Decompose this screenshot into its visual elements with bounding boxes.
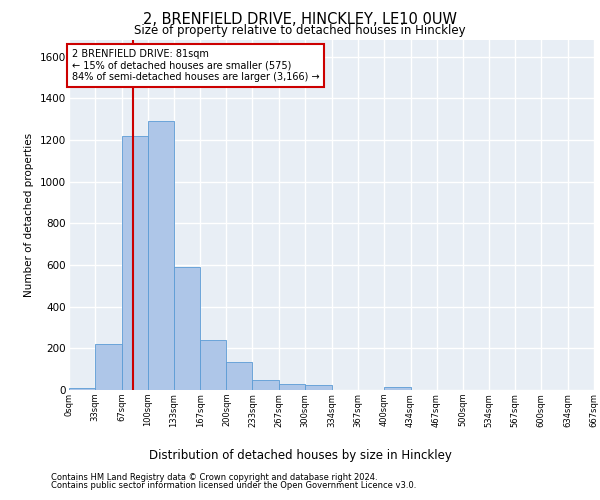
Text: Contains HM Land Registry data © Crown copyright and database right 2024.: Contains HM Land Registry data © Crown c…	[51, 474, 377, 482]
Bar	[173, 267, 200, 390]
Bar	[305, 385, 332, 390]
Bar	[148, 121, 173, 390]
Bar	[122, 136, 148, 390]
Bar	[279, 384, 305, 390]
Text: 2, BRENFIELD DRIVE, HINCKLEY, LE10 0UW: 2, BRENFIELD DRIVE, HINCKLEY, LE10 0UW	[143, 12, 457, 28]
Y-axis label: Number of detached properties: Number of detached properties	[25, 133, 34, 297]
Bar	[69, 388, 95, 390]
Bar	[226, 362, 253, 390]
Bar	[95, 344, 122, 390]
Text: Distribution of detached houses by size in Hinckley: Distribution of detached houses by size …	[149, 450, 451, 462]
Text: 2 BRENFIELD DRIVE: 81sqm
← 15% of detached houses are smaller (575)
84% of semi-: 2 BRENFIELD DRIVE: 81sqm ← 15% of detach…	[71, 49, 319, 82]
Bar	[384, 387, 410, 390]
Text: Contains public sector information licensed under the Open Government Licence v3: Contains public sector information licen…	[51, 481, 416, 490]
Bar	[200, 340, 226, 390]
Text: Size of property relative to detached houses in Hinckley: Size of property relative to detached ho…	[134, 24, 466, 37]
Bar	[253, 380, 279, 390]
